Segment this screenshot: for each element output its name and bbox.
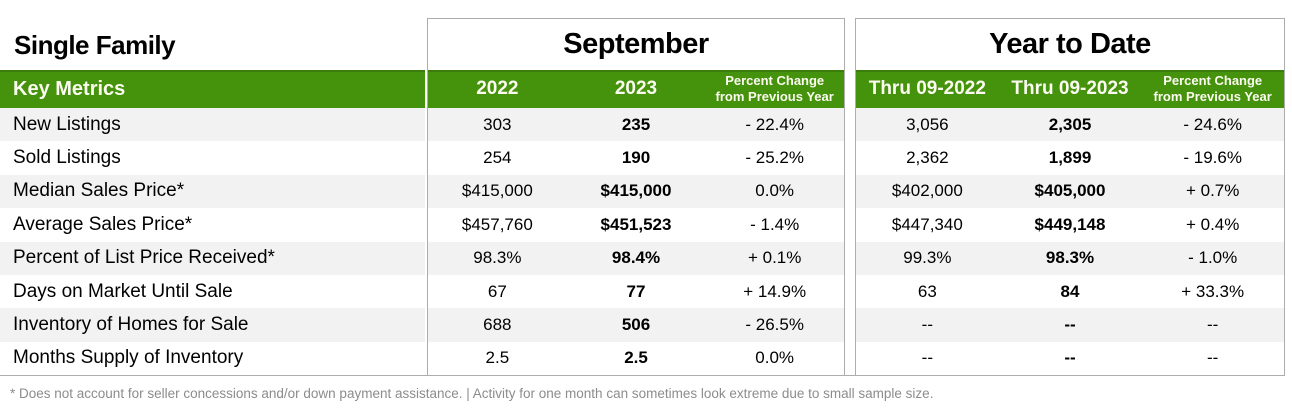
column-header-percent-change: Percent Change from Previous Year — [1141, 73, 1284, 106]
ytd-2023-value: 2,305 — [1048, 114, 1092, 134]
table-row: 3,056 2,305 - 24.6% — [856, 108, 1284, 142]
metrics-label-column: Single Family Key Metrics New Listings S… — [0, 0, 425, 375]
table-row: 688 506 - 26.5% — [428, 308, 844, 342]
percent-change-line2: from Previous Year — [715, 89, 834, 104]
ytd-2023-value: -- — [1064, 315, 1076, 335]
percent-change-line1: Percent Change — [725, 72, 825, 88]
table-row: 99.3% 98.3% - 1.0% — [856, 241, 1284, 275]
ytd-pct-change: + 0.7% — [1185, 181, 1240, 201]
table-row: 303 235 - 22.4% — [428, 108, 844, 142]
table-row: 67 77 + 14.9% — [428, 275, 844, 308]
metric-label: New Listings — [0, 108, 425, 142]
percent-change-line2: from Previous Year — [1153, 89, 1272, 104]
sep-2023-value: $415,000 — [600, 181, 672, 201]
metric-label: Median Sales Price* — [0, 174, 425, 209]
sep-2022-value: $415,000 — [461, 181, 533, 201]
column-header-thru-09-2023: Thru 09-2023 — [1011, 77, 1129, 99]
table-row: 63 84 + 33.3% — [856, 275, 1284, 308]
metric-label: Days on Market Until Sale — [13, 280, 233, 302]
column-header-thru-09-2022: Thru 09-2022 — [868, 77, 986, 99]
sep-2023-value: 98.4% — [611, 248, 661, 268]
sep-2022-value: 254 — [483, 148, 512, 168]
ytd-2023-value: 1,899 — [1048, 148, 1092, 168]
ytd-pct-change: + 0.4% — [1185, 214, 1240, 234]
sep-2023-value: $451,523 — [600, 214, 672, 234]
sep-2023-value: 235 — [621, 114, 651, 134]
ytd-pct-change: -- — [1207, 315, 1219, 335]
sep-pct-change: - 26.5% — [745, 315, 804, 335]
table-row: $447,340 $449,148 + 0.4% — [856, 208, 1284, 241]
ytd-2022-value: $447,340 — [891, 214, 963, 234]
ytd-2023-value: -- — [1064, 348, 1076, 368]
sep-pct-change: 0.0% — [755, 181, 795, 201]
sep-pct-change: + 14.9% — [743, 281, 807, 301]
table-row: $457,760 $451,523 - 1.4% — [428, 208, 844, 241]
key-metrics-header: Key Metrics — [0, 70, 425, 108]
ytd-pct-change: - 24.6% — [1183, 114, 1242, 134]
metric-label: Average Sales Price* — [13, 213, 193, 235]
sep-2023-value: 77 — [626, 281, 646, 301]
sep-2022-value: $457,760 — [461, 214, 533, 234]
ytd-pct-change: + 33.3% — [1181, 281, 1245, 301]
ytd-pct-change: -- — [1207, 348, 1219, 368]
percent-change-line1: Percent Change — [1163, 72, 1263, 88]
ytd-2023-value: $449,148 — [1034, 214, 1106, 234]
sep-pct-change: - 25.2% — [745, 148, 804, 168]
sep-2022-value: 688 — [483, 315, 512, 335]
ytd-2023-value: 98.3% — [1045, 248, 1095, 268]
metric-label: Sold Listings — [13, 147, 121, 169]
metric-label: Percent of List Price Received* — [0, 241, 425, 275]
table-row: 2.5 2.5 0.0% — [428, 342, 844, 375]
year-to-date-section-title: Year to Date — [989, 28, 1151, 60]
column-header-percent-change: Percent Change from Previous Year — [705, 73, 844, 106]
report-table: Single Family Key Metrics New Listings S… — [0, 0, 1285, 376]
september-column-headers: 2022 2023 Percent Change from Previous Y… — [428, 70, 844, 108]
ytd-column-headers: Thru 09-2022 Thru 09-2023 Percent Change… — [856, 70, 1284, 108]
column-header-2022: 2022 — [476, 77, 519, 99]
ytd-2022-value: 63 — [917, 281, 937, 301]
metric-label: Months Supply of Inventory — [13, 347, 244, 369]
table-row: 254 190 - 25.2% — [428, 141, 844, 174]
page-title: Single Family — [14, 30, 176, 60]
ytd-2022-value: 2,362 — [906, 148, 949, 168]
ytd-pct-change: - 1.0% — [1188, 248, 1238, 268]
sep-pct-change: - 1.4% — [750, 214, 800, 234]
sep-2022-value: 303 — [483, 114, 512, 134]
ytd-2022-value: -- — [921, 315, 933, 335]
sep-2023-value: 2.5 — [624, 348, 648, 368]
table-row: $402,000 $405,000 + 0.7% — [856, 174, 1284, 209]
table-bottom-divider — [0, 375, 1285, 376]
footnote: * Does not account for seller concession… — [10, 386, 934, 401]
sep-2023-value: 190 — [621, 148, 651, 168]
sep-pct-change: - 22.4% — [745, 114, 804, 134]
ytd-2023-value: $405,000 — [1034, 181, 1106, 201]
column-header-2023: 2023 — [614, 77, 658, 99]
table-row: -- -- -- — [856, 308, 1284, 342]
september-section: September 2022 2023 Percent Change from … — [427, 18, 845, 376]
september-section-title: September — [563, 28, 709, 60]
ytd-2022-value: 99.3% — [903, 248, 952, 268]
ytd-2022-value: 3,056 — [906, 114, 949, 134]
year-to-date-section: Year to Date Thru 09-2022 Thru 09-2023 P… — [855, 18, 1285, 376]
ytd-2022-value: $402,000 — [891, 181, 963, 201]
ytd-2022-value: -- — [921, 348, 933, 368]
sep-2022-value: 67 — [487, 281, 507, 301]
sep-2022-value: 2.5 — [485, 348, 510, 368]
sep-pct-change: 0.0% — [755, 348, 795, 368]
sep-2022-value: 98.3% — [473, 248, 522, 268]
sep-pct-change: + 0.1% — [747, 248, 802, 268]
ytd-pct-change: - 19.6% — [1183, 148, 1242, 168]
ytd-2023-value: 84 — [1060, 281, 1080, 301]
metric-label: Inventory of Homes for Sale — [0, 308, 425, 342]
table-row: $415,000 $415,000 0.0% — [428, 174, 844, 209]
table-row: 2,362 1,899 - 19.6% — [856, 141, 1284, 174]
table-row: 98.3% 98.4% + 0.1% — [428, 241, 844, 275]
sep-2023-value: 506 — [621, 315, 651, 335]
table-row: -- -- -- — [856, 342, 1284, 375]
